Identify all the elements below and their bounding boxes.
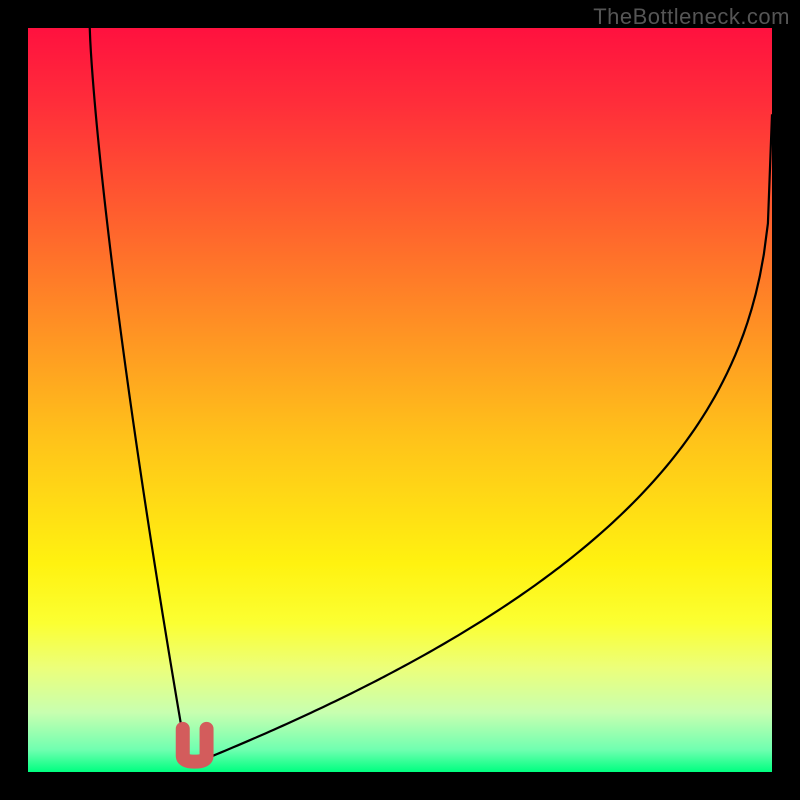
chart-container: TheBottleneck.com [0,0,800,800]
watermark-text: TheBottleneck.com [593,4,790,30]
bottleneck-chart [0,0,800,800]
plot-background [28,28,772,772]
